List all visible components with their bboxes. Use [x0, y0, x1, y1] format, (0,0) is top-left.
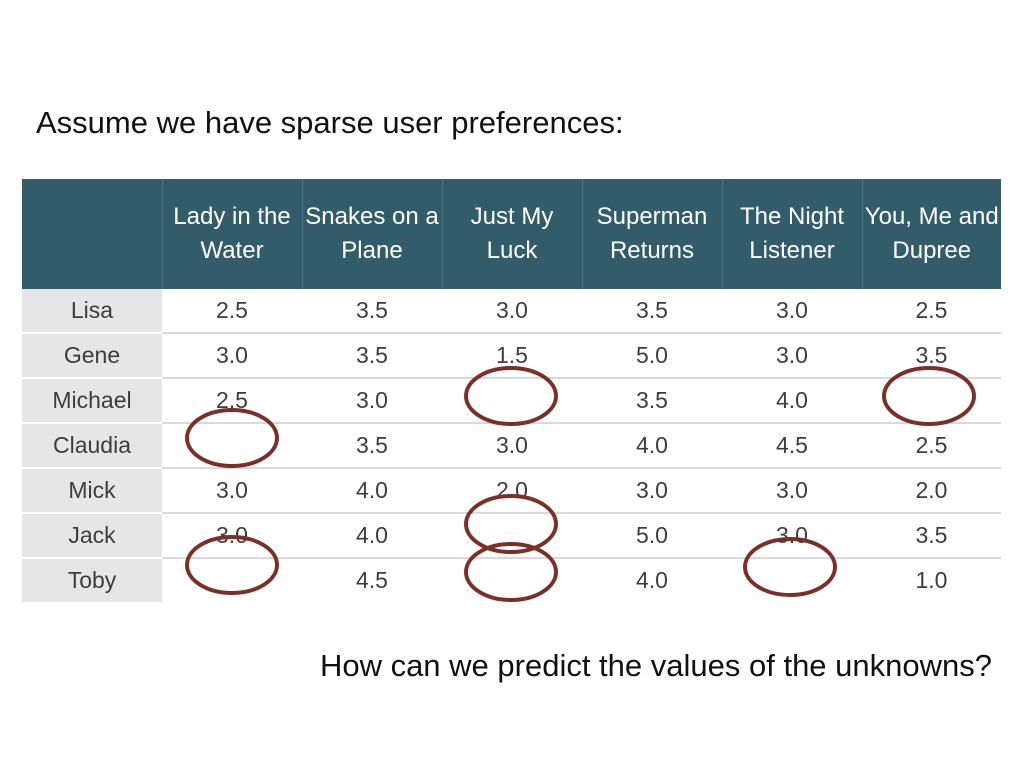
rating-cell: 2.5 [162, 289, 302, 334]
rating-cell: 3.0 [162, 333, 302, 379]
header-row: Lady in the Water Snakes on a Plane Just… [22, 179, 1001, 289]
preferences-table: Lady in the Water Snakes on a Plane Just… [22, 179, 1001, 602]
rating-cell: 3.5 [862, 333, 1001, 379]
rating-cell: 3.5 [582, 289, 722, 334]
rating-cell: 4.5 [356, 567, 388, 593]
rating-cell: 4.0 [722, 378, 862, 424]
unknown-cell [862, 378, 1001, 424]
rating-cell: 4.0 [582, 423, 722, 469]
row-header: Jack [22, 513, 162, 559]
rating-cell: 3.0 [582, 468, 722, 514]
rating-cell: 3.5 [302, 289, 442, 334]
row-header: Gene [22, 333, 162, 379]
rating-cell: 3.5 [302, 333, 442, 379]
table-row: Claudia 3.5 3.0 4.0 4.5 2.5 [22, 423, 1001, 469]
rating-cell: 2.5 [862, 289, 1001, 334]
rating-cell: 5.0 [582, 333, 722, 379]
rating-cell: 3.0 [302, 378, 442, 424]
rating-cell: 3.0 [162, 513, 302, 559]
table-row: Lisa 2.5 3.5 3.0 3.5 3.0 2.5 [22, 289, 1001, 334]
rating-cell: 3.0 [442, 289, 582, 334]
row-header: Claudia [22, 423, 162, 469]
column-header: Just My Luck [441, 179, 582, 289]
row-header: Mick [22, 468, 162, 514]
rating-cell: 3.5 [302, 423, 442, 469]
row-header: Toby [22, 558, 162, 602]
rating-cell: 4.5 [722, 423, 862, 469]
rating-cell: 4.0 [302, 513, 442, 559]
table-row: Gene 3.0 3.5 1.5 5.0 3.0 3.5 [22, 333, 1001, 379]
rating-cell: 3.5 [582, 378, 722, 424]
column-header: Superman Returns [581, 179, 722, 289]
unknown-cell [442, 558, 582, 602]
table-row: Mick 3.0 4.0 2.0 3.0 3.0 2.0 [22, 468, 1001, 514]
rating-cell: 3.0 [722, 513, 862, 559]
column-header: Lady in the Water [161, 179, 302, 289]
rating-cell: 3.0 [442, 423, 582, 469]
rating-cell: 3.0 [162, 468, 302, 514]
rating-cell: 2.5 [862, 423, 1001, 469]
row-header: Lisa [22, 289, 162, 334]
row-header: Michael [22, 378, 162, 424]
header-corner [22, 179, 162, 289]
rating-cell: 4.0 [636, 567, 668, 593]
column-header: You, Me and Dupree [861, 179, 1001, 289]
rating-cell: 3.0 [722, 289, 862, 334]
unknown-cell [162, 558, 302, 602]
rating-cell: 1.5 [442, 333, 582, 379]
rating-cell: 4.0 [302, 468, 442, 514]
rating-cell: 2.0 [442, 468, 582, 514]
table-row: Toby 4.5 4.0 1.0 [22, 558, 1001, 602]
rating-cell: 3.0 [722, 333, 862, 379]
table-row: Jack 3.0 4.0 5.0 3.0 3.5 [22, 513, 1001, 559]
column-header: Snakes on a Plane [301, 179, 442, 289]
unknown-cell [722, 558, 862, 602]
question-text: How can we predict the values of the unk… [319, 648, 992, 683]
unknown-cell [162, 423, 302, 469]
unknown-cell [442, 378, 582, 424]
table-row: Michael 2.5 3.0 3.5 4.0 [22, 378, 1001, 424]
rating-cell: 5.0 [582, 513, 722, 559]
rating-cell: 2.0 [862, 468, 1001, 514]
rating-cell: 3.0 [722, 468, 862, 514]
rating-cell: 1.0 [915, 567, 948, 593]
rating-cell: 3.5 [862, 513, 1001, 559]
slide-title: Assume we have sparse user preferences: [36, 105, 624, 140]
rating-cell: 2.5 [162, 378, 302, 424]
column-header: The Night Listener [721, 179, 862, 289]
unknown-cell [442, 513, 582, 559]
